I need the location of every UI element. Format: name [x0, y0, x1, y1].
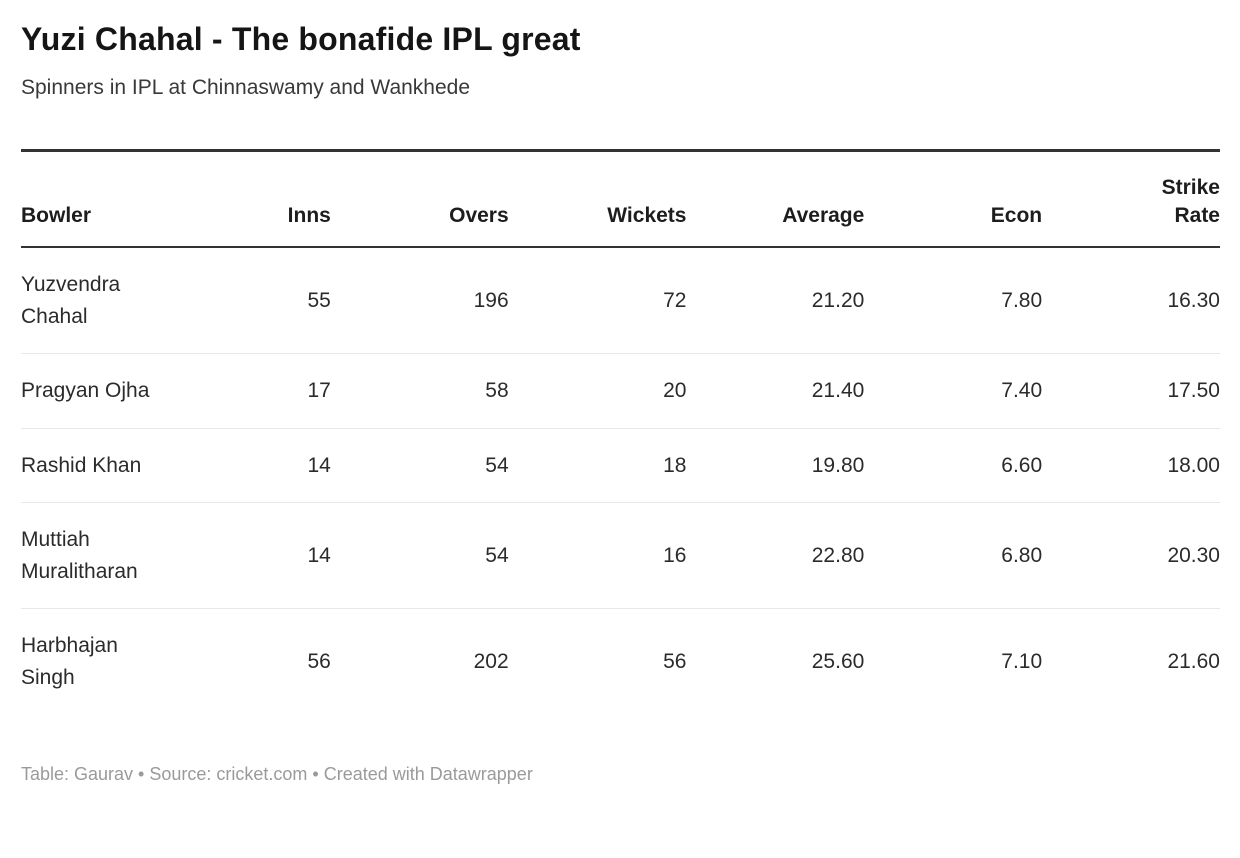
footer-credits: Table: Gaurav • Source: cricket.com • Cr…: [21, 764, 533, 785]
average-cell: 21.20: [811, 289, 865, 313]
table-row: Yuzvendra Chahal 55 196 72 21.20 7.80 16…: [21, 247, 1220, 354]
econ-cell: 7.40: [864, 353, 1043, 429]
econ-cell: 7.10: [864, 608, 1043, 715]
econ-cell: 6.80: [864, 502, 1043, 609]
overs-cell: 202: [330, 608, 509, 715]
table-row: Pragyan Ojha 17 58 20 21.40 7.40 17.50: [21, 353, 1220, 429]
table-body: Yuzvendra Chahal 55 196 72 21.20 7.80 16…: [21, 247, 1220, 715]
econ-cell: 7.80: [1001, 289, 1043, 313]
header-row: Bowler Inns Overs Wickets Average Econ S…: [21, 150, 1220, 249]
column-header-inns: Inns: [153, 150, 331, 249]
column-header-econ: Econ: [864, 150, 1043, 249]
strike-rate-cell: 20.30: [1042, 502, 1220, 609]
bowler-cell: Muttiah Muralitharan: [21, 502, 153, 609]
table-row: Harbhajan Singh 56 202 56 25.60 7.10 21.…: [21, 608, 1220, 715]
column-header-wickets: Wickets: [508, 150, 687, 249]
inns-cell: 14: [153, 427, 331, 503]
page-title: Yuzi Chahal - The bonafide IPL great: [21, 21, 581, 57]
bowler-cell: Harbhajan Singh: [21, 608, 153, 715]
column-header-strike-rate: Strike Rate: [1042, 150, 1220, 249]
strike-rate-cell: 16.30: [1167, 289, 1220, 313]
wickets-cell: 56: [508, 608, 687, 715]
overs-cell: 54: [330, 427, 509, 503]
table-row: Rashid Khan 14 54 18 19.80 6.60 18.00: [21, 427, 1220, 503]
inns-cell: 56: [153, 608, 331, 715]
average-cell: 25.60: [686, 608, 865, 715]
column-header-average: Average: [686, 150, 865, 249]
bowler-cell: Yuzvendra Chahal: [21, 273, 121, 328]
stats-table: Bowler Inns Overs Wickets Average Econ S…: [21, 148, 1220, 715]
average-cell: 22.80: [686, 502, 865, 609]
wickets-cell: 72: [663, 289, 687, 313]
page-subtitle: Spinners in IPL at Chinnaswamy and Wankh…: [21, 76, 471, 100]
inns-cell: 14: [153, 502, 331, 609]
overs-cell: 196: [473, 289, 509, 313]
average-cell: 19.80: [686, 427, 865, 503]
strike-rate-cell: 21.60: [1042, 608, 1220, 715]
wickets-cell: 20: [508, 353, 687, 429]
bowler-cell: Rashid Khan: [21, 427, 153, 503]
inns-cell: 17: [153, 353, 331, 429]
overs-cell: 54: [330, 502, 509, 609]
overs-cell: 58: [330, 353, 509, 429]
table-row: Muttiah Muralitharan 14 54 16 22.80 6.80…: [21, 502, 1220, 609]
strike-rate-cell: 17.50: [1042, 353, 1220, 429]
wickets-cell: 16: [508, 502, 687, 609]
column-header-bowler: Bowler: [21, 150, 153, 249]
inns-cell: 55: [307, 289, 331, 313]
average-cell: 21.40: [686, 353, 865, 429]
table-header: Bowler Inns Overs Wickets Average Econ S…: [21, 150, 1220, 249]
wickets-cell: 18: [508, 427, 687, 503]
column-header-overs: Overs: [330, 150, 509, 249]
column-header-strike-rate-label: Strike Rate: [1161, 175, 1220, 228]
bowler-cell: Pragyan Ojha: [21, 353, 153, 429]
strike-rate-cell: 18.00: [1042, 427, 1220, 503]
econ-cell: 6.60: [864, 427, 1043, 503]
